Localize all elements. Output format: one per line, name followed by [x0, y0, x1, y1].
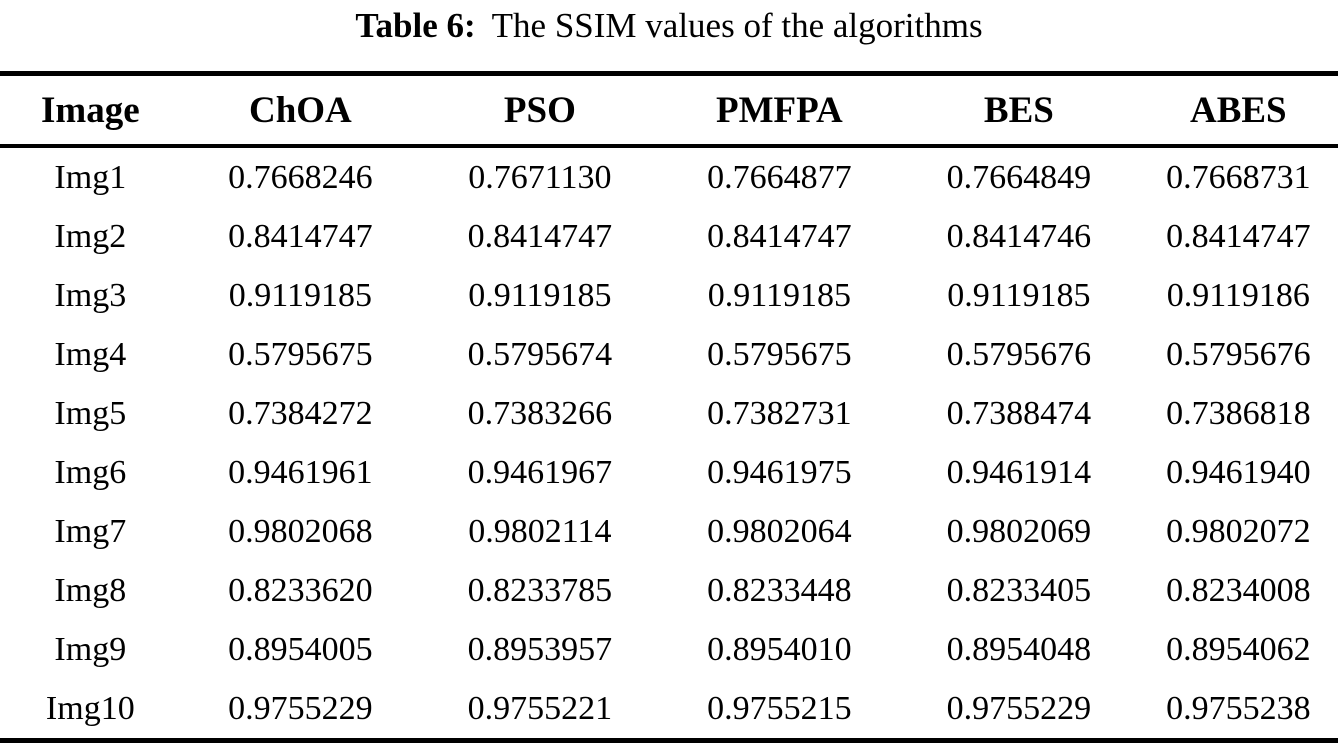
- ssim-value-pmfpa: 0.8414747: [707, 217, 852, 255]
- ssim-value-abes: 0.8234008: [1166, 571, 1311, 609]
- ssim-value-choa: 0.7384272: [228, 394, 373, 432]
- ssim-value-pso: 0.8953957: [467, 630, 613, 668]
- ssim-value-abes: 0.8954062: [1166, 630, 1311, 668]
- row-label: Img9: [54, 630, 127, 668]
- ssim-value-pmfpa: 0.9461975: [707, 453, 852, 491]
- ssim-value-choa: 0.7668246: [228, 158, 373, 196]
- table-row-img5: Img5 0.7384272 0.7383266 0.7382731 0.7388474…: [0, 384, 1338, 443]
- row-label: Img8: [54, 571, 127, 609]
- column-header-abes: ABES: [1189, 89, 1287, 131]
- column-header-bes: BES: [983, 89, 1054, 131]
- ssim-value-choa: 0.5795675: [228, 335, 373, 373]
- ssim-table-header-row: Image ChOA PSO PMFPA BES ABES: [0, 74, 1338, 146]
- ssim-value-bes: 0.5795676: [946, 335, 1092, 373]
- table-row-img9: Img9 0.8954005 0.8953957 0.8954010 0.8954048…: [0, 620, 1338, 679]
- table-row-img8: Img8 0.8233620 0.8233785 0.8233448 0.8233405…: [0, 561, 1338, 620]
- ssim-value-choa: 0.9755229: [228, 689, 373, 727]
- ssim-value-bes: 0.8233405: [946, 571, 1092, 609]
- ssim-value-bes: 0.9461914: [946, 453, 1092, 491]
- table-caption-text: The SSIM values of the algorithms: [491, 6, 983, 45]
- table-row-img1: Img1 0.7668246 0.7671130 0.7664877 0.7664849…: [0, 146, 1338, 207]
- table-caption-label: Table 6:: [355, 6, 476, 45]
- ssim-value-pso: 0.9802114: [468, 512, 612, 550]
- ssim-value-choa: 0.9119185: [228, 276, 372, 314]
- ssim-value-abes: 0.9802072: [1166, 512, 1311, 550]
- ssim-value-bes: 0.9802069: [946, 512, 1092, 550]
- column-header-pmfpa: PMFPA: [716, 89, 843, 131]
- ssim-table: Image ChOA PSO PMFPA BES ABES Img1 0.7668246 0.…: [0, 71, 1338, 743]
- table-row-img2: Img2 0.8414747 0.8414747 0.8414747 0.8414746…: [0, 207, 1338, 266]
- column-header-choa: ChOA: [248, 89, 352, 131]
- ssim-value-pso: 0.9755221: [467, 689, 613, 727]
- ssim-value-pso: 0.5795674: [467, 335, 613, 373]
- ssim-value-abes: 0.7386818: [1166, 394, 1311, 432]
- ssim-value-abes: 0.5795676: [1166, 335, 1311, 373]
- ssim-value-pso: 0.9461967: [467, 453, 613, 491]
- row-label: Img4: [54, 335, 127, 373]
- row-label: Img5: [54, 394, 127, 432]
- ssim-value-bes: 0.7664849: [946, 158, 1092, 196]
- row-label: Img10: [45, 689, 135, 727]
- ssim-value-abes: 0.9461940: [1166, 453, 1311, 491]
- ssim-value-choa: 0.8954005: [228, 630, 373, 668]
- ssim-value-bes: 0.9755229: [946, 689, 1092, 727]
- ssim-value-choa: 0.9461961: [228, 453, 373, 491]
- ssim-value-pmfpa: 0.9802064: [707, 512, 852, 550]
- table-row-img10: Img10 0.9755229 0.9755221 0.9755215 0.975522…: [0, 679, 1338, 741]
- ssim-value-choa: 0.9802068: [228, 512, 373, 550]
- ssim-value-pmfpa: 0.7664877: [707, 158, 852, 196]
- ssim-value-bes: 0.8954048: [946, 630, 1092, 668]
- column-header-image: Image: [40, 89, 140, 131]
- ssim-value-pmfpa: 0.5795675: [707, 335, 852, 373]
- table-row-img4: Img4 0.5795675 0.5795674 0.5795675 0.5795676…: [0, 325, 1338, 384]
- ssim-value-pso: 0.8233785: [467, 571, 613, 609]
- ssim-value-pmfpa: 0.7382731: [707, 394, 852, 432]
- ssim-value-pso: 0.9119185: [468, 276, 612, 314]
- ssim-value-bes: 0.7388474: [946, 394, 1092, 432]
- row-label: Img3: [54, 276, 127, 314]
- ssim-value-pmfpa: 0.9119185: [707, 276, 851, 314]
- ssim-value-bes: 0.9119185: [947, 276, 1091, 314]
- ssim-value-abes: 0.9119186: [1166, 276, 1310, 314]
- ssim-value-pso: 0.8414747: [467, 217, 613, 255]
- ssim-value-choa: 0.8414747: [228, 217, 373, 255]
- table-row-img3: Img3 0.9119185 0.9119185 0.9119185 0.9119185…: [0, 266, 1338, 325]
- row-label: Img7: [54, 512, 127, 550]
- ssim-value-abes: 0.9755238: [1166, 689, 1311, 727]
- table-caption: Table 6: The SSIM values of the algorithm…: [0, 4, 1338, 48]
- ssim-value-choa: 0.8233620: [228, 571, 373, 609]
- ssim-value-bes: 0.8414746: [946, 217, 1092, 255]
- table-row-img7: Img7 0.9802068 0.9802114 0.9802064 0.9802069…: [0, 502, 1338, 561]
- ssim-value-pso: 0.7383266: [467, 394, 613, 432]
- row-label: Img6: [54, 453, 127, 491]
- ssim-value-abes: 0.8414747: [1166, 217, 1311, 255]
- ssim-value-pmfpa: 0.9755215: [707, 689, 852, 727]
- row-label: Img2: [54, 217, 127, 255]
- row-label: Img1: [54, 158, 127, 196]
- column-header-pso: PSO: [503, 89, 576, 131]
- ssim-value-pmfpa: 0.8233448: [707, 571, 852, 609]
- table-row-img6: Img6 0.9461961 0.9461967 0.9461975 0.9461914…: [0, 443, 1338, 502]
- ssim-value-pmfpa: 0.8954010: [707, 630, 852, 668]
- ssim-value-abes: 0.7668731: [1166, 158, 1311, 196]
- ssim-table-body: Img1 0.7668246 0.7671130 0.7664877 0.7664849…: [0, 146, 1338, 741]
- ssim-value-pso: 0.7671130: [468, 158, 612, 196]
